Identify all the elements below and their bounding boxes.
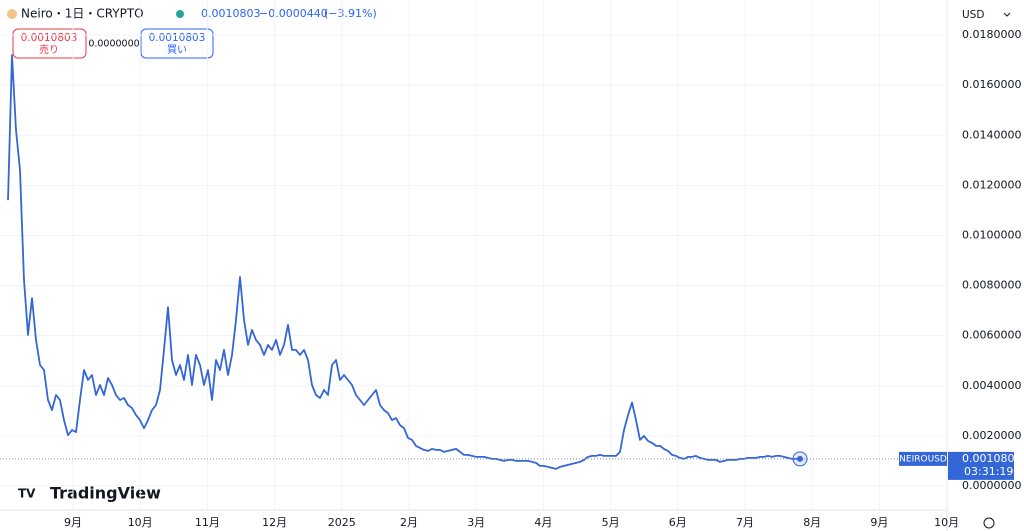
currency-caret [1003,12,1011,17]
settings-icon[interactable] [983,517,995,529]
x-tick-label: 3月 [467,516,485,529]
y-tick-label: 0.0060000 [962,329,1022,342]
buy-price: 0.0010803 [149,32,206,44]
x-tick-label: 7月 [736,516,754,529]
y-tick-label: 0.0040000 [962,379,1022,392]
header-change: −0.0000440 [259,7,328,20]
spread: 0.0000000 [88,39,139,50]
x-tick-label: 10月 [934,516,959,529]
x-tick-label: 2月 [400,516,418,529]
x-tick-label: 9月 [64,516,82,529]
last-price-label: 0.0010803 [962,452,1022,465]
x-tick-label: 6月 [669,516,687,529]
x-tick-label: 4月 [534,516,552,529]
market-status [176,10,184,18]
sell-price: 0.0010803 [21,32,78,44]
x-tick-label: 5月 [602,516,620,529]
header-change-pct: (−3.91%) [324,7,377,20]
header-price: 0.0010803 [201,7,261,20]
countdown: 03:31:19 [964,465,1013,478]
y-tick-label: 0.0080000 [962,279,1022,292]
last-point [797,455,803,462]
symbol-title[interactable]: Neiro・1日・CRYPTO [21,7,144,21]
symbol-icon [7,9,17,19]
x-tick-label: 8月 [803,516,821,529]
y-tick-label: 0.0100000 [962,228,1022,241]
sell-label: 売り [39,43,59,56]
x-tick-label: 12月 [262,516,287,529]
symbol-name-label: NEIROUSD [899,454,947,464]
buy-button[interactable] [140,28,214,59]
price-line [7,54,800,470]
y-tick-label: 0.0000000 [962,479,1022,492]
x-tick-label: 9月 [870,516,888,529]
symbol-price-label-bg [899,451,947,466]
logo-mark: TV [18,487,36,501]
buy-label: 買い [167,44,187,56]
logo: TradingView [50,484,161,503]
sell-button[interactable] [12,28,87,59]
x-tick-label: 2025 [328,516,356,529]
y-tick-label: 0.0120000 [962,178,1022,191]
y-tick-label: 0.0020000 [962,429,1022,442]
y-tick-label: 0.0180000 [962,28,1022,41]
x-tick-label: 10月 [128,516,153,529]
y-tick-label: 0.0160000 [962,78,1022,91]
y-tick-label: 0.0140000 [962,128,1022,141]
last-price-label-bg [948,451,1014,480]
currency[interactable]: USD [962,9,984,21]
x-tick-label: 11月 [195,516,220,529]
